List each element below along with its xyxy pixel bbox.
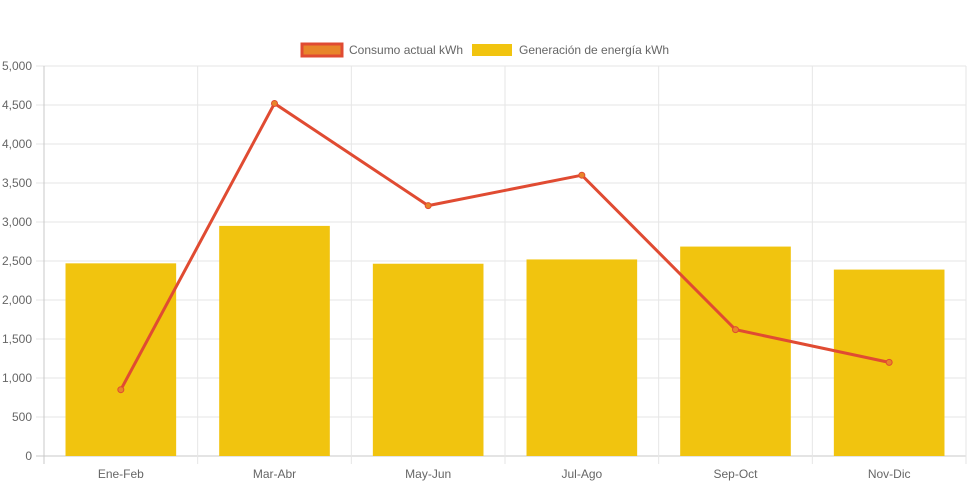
x-tick-label: Jul-Ago bbox=[561, 467, 602, 481]
point-consumo bbox=[885, 358, 893, 366]
y-tick-label: 3,000 bbox=[2, 215, 32, 229]
legend-swatch-generacion[interactable] bbox=[472, 44, 512, 56]
x-tick-label: May-Jun bbox=[405, 467, 451, 481]
y-tick-label: 4,000 bbox=[2, 137, 32, 151]
y-tick-label: 3,500 bbox=[2, 176, 32, 190]
y-tick-label: 0 bbox=[25, 449, 32, 463]
x-tick-label: Ene-Feb bbox=[98, 467, 144, 481]
y-tick-label: 1,000 bbox=[2, 371, 32, 385]
point-consumo bbox=[732, 326, 739, 334]
bar-series-generacion bbox=[65, 225, 945, 456]
bar-generacion bbox=[526, 259, 638, 456]
bar-generacion bbox=[680, 246, 791, 456]
y-tick-label: 5,000 bbox=[2, 59, 32, 73]
legend: Consumo actual kWh Generación de energía… bbox=[300, 42, 669, 58]
y-tick-label: 1,500 bbox=[2, 332, 32, 346]
point-consumo bbox=[271, 99, 278, 107]
legend-label-consumo[interactable]: Consumo actual kWh bbox=[349, 43, 463, 57]
x-tick-label: Nov-Dic bbox=[868, 467, 911, 481]
y-tick-label: 2,500 bbox=[2, 254, 32, 268]
legend-swatch-consumo[interactable] bbox=[300, 42, 344, 58]
line-series-consumo bbox=[117, 99, 893, 394]
line-consumo bbox=[119, 101, 890, 391]
y-tick-label: 4,500 bbox=[2, 98, 32, 112]
y-tick-label: 500 bbox=[12, 410, 32, 424]
point-consumo bbox=[424, 202, 432, 210]
axes: 0 500 1,000 1,500 2,000 2,500 3,000 3,500 4,000 4… bbox=[2, 59, 911, 481]
y-tick-label: 2,000 bbox=[2, 293, 32, 307]
point-consumo bbox=[117, 386, 125, 394]
bar-generacion bbox=[65, 263, 177, 456]
bar-generacion bbox=[372, 263, 484, 456]
legend-label-generacion[interactable]: Generación de energía kWh bbox=[519, 43, 669, 57]
point-consumo bbox=[578, 171, 586, 179]
x-tick-label: Mar-Abr bbox=[253, 467, 296, 481]
bar-generacion bbox=[219, 225, 330, 456]
x-tick-label: Sep-Oct bbox=[713, 467, 758, 481]
